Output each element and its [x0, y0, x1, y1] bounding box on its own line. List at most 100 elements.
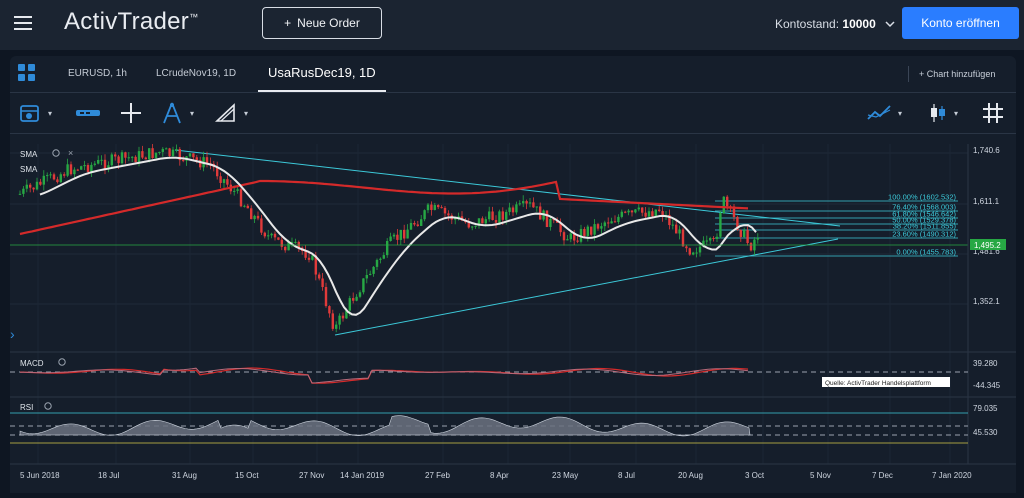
candle-body	[525, 201, 528, 204]
x-tick-label: 18 Jul	[98, 471, 120, 480]
menu-icon[interactable]	[14, 16, 32, 30]
brand-logo: ActivTrader™	[64, 8, 199, 35]
candle-type-icon[interactable]: ▾	[928, 101, 958, 125]
drawing-tool-icon[interactable]: ▾	[160, 101, 194, 125]
balance-value: 10000	[842, 17, 876, 31]
candle-body	[321, 278, 324, 288]
x-tick-label: 15 Oct	[235, 471, 259, 480]
x-tick-label: 27 Nov	[299, 471, 324, 480]
candle-body	[355, 296, 358, 301]
candle-body	[477, 218, 481, 226]
timeframe-icon[interactable]	[74, 101, 102, 125]
new-order-label: Neue Order	[297, 16, 360, 30]
candle-body	[124, 152, 127, 158]
candle-body	[195, 157, 198, 160]
candle-body	[511, 207, 515, 213]
candle-body	[515, 204, 518, 213]
balance-dropdown[interactable]: Kontostand: 10000	[775, 17, 895, 31]
candle-body	[158, 151, 161, 153]
candle-body	[447, 213, 450, 216]
caret-down-icon: ▾	[244, 108, 249, 118]
candle-body	[654, 209, 657, 217]
candle-body	[199, 159, 202, 168]
candle-body	[491, 211, 494, 221]
chart-canvas[interactable]: 100.00% (1602.532) 76.40% (1568.003) 61.80…	[10, 143, 1016, 493]
candle-body	[698, 246, 702, 253]
add-chart-label: Chart hinzufügen	[926, 69, 996, 79]
candle-body	[100, 159, 103, 161]
macd-tick: -44.345	[973, 381, 1001, 390]
candle-body	[620, 211, 623, 217]
candle-body	[396, 234, 399, 240]
candle-body	[467, 222, 470, 228]
candle-body	[613, 221, 617, 223]
candle-body	[712, 238, 715, 240]
chevron-right-icon[interactable]: ›	[10, 326, 15, 342]
candle-body	[256, 215, 260, 219]
candle-body	[120, 152, 124, 164]
candle-body	[681, 229, 685, 247]
candle-body	[277, 237, 280, 240]
candle-body	[335, 324, 338, 329]
candle-body	[484, 219, 487, 224]
calendar-icon[interactable]: ▾	[18, 101, 52, 125]
candle-body	[688, 248, 691, 255]
candle-body	[719, 212, 722, 237]
caret-down-icon: ▾	[954, 108, 959, 118]
candle-body	[617, 216, 620, 223]
tab-usarus[interactable]: UsaRusDec19, 1D	[268, 65, 376, 80]
candle-body	[498, 211, 501, 223]
tab-lcrude[interactable]: LCrudeNov19, 1D	[156, 68, 237, 79]
candle-body	[331, 313, 334, 329]
candle-body	[154, 152, 158, 159]
x-tick-label: 8 Jul	[618, 471, 635, 480]
candle-body	[103, 159, 107, 169]
open-account-button[interactable]: Konto eröffnen	[902, 7, 1019, 39]
chart-panel: EURUSD, 1h LCrudeNov19, 1D UsaRusDec19, …	[10, 56, 1016, 493]
candle-body	[25, 184, 28, 189]
indicators-icon[interactable]: ▾	[866, 101, 902, 125]
fib-level-label: 50.00% (1529.378)	[892, 216, 956, 225]
crosshair-icon[interactable]	[120, 101, 142, 125]
fib-level-label: 23.60% (1490.312)	[892, 230, 956, 239]
candle-body	[151, 148, 154, 159]
candle-body	[324, 287, 328, 307]
candle-body	[131, 156, 134, 158]
fib-level-label: 38.20% (1511.855)	[893, 222, 957, 231]
macd-label: MACD	[20, 359, 44, 368]
candle-body	[678, 229, 681, 234]
layout-grid-icon[interactable]	[18, 64, 36, 82]
candle-body	[634, 209, 637, 213]
candle-body	[454, 217, 457, 220]
candle-body	[358, 292, 362, 297]
candle-body	[165, 148, 168, 150]
add-chart-button[interactable]: + Chart hinzufügen	[908, 66, 995, 82]
candle-body	[127, 157, 130, 159]
candle-body	[219, 176, 222, 183]
candle-body	[148, 148, 151, 160]
candle-body	[641, 207, 644, 213]
candle-body	[345, 310, 348, 319]
candle-body	[233, 190, 236, 192]
grid-toggle-icon[interactable]	[982, 101, 1004, 125]
candle-body	[311, 255, 314, 260]
candle-body	[494, 220, 498, 223]
top-bar: ActivTrader™ + Neue Order Kontostand: 10…	[0, 0, 1024, 50]
new-order-button[interactable]: + Neue Order	[262, 7, 382, 39]
candle-body	[630, 210, 634, 213]
shapes-tool-icon[interactable]: ▾	[214, 101, 248, 125]
caret-down-icon: ▾	[48, 108, 53, 118]
candle-body	[304, 250, 307, 258]
chevron-down-icon	[885, 17, 895, 31]
candle-body	[569, 233, 572, 240]
candle-body	[352, 298, 355, 301]
candle-body	[440, 207, 443, 209]
candle-body	[86, 165, 90, 172]
candle-body	[46, 175, 49, 177]
caret-down-icon: ▾	[898, 108, 903, 118]
candle-body	[362, 278, 365, 293]
tab-eurusd[interactable]: EURUSD, 1h	[68, 68, 127, 79]
macd-tick: 39.280	[973, 359, 998, 368]
x-tick-label: 27 Feb	[425, 471, 450, 480]
candle-body	[627, 210, 630, 213]
